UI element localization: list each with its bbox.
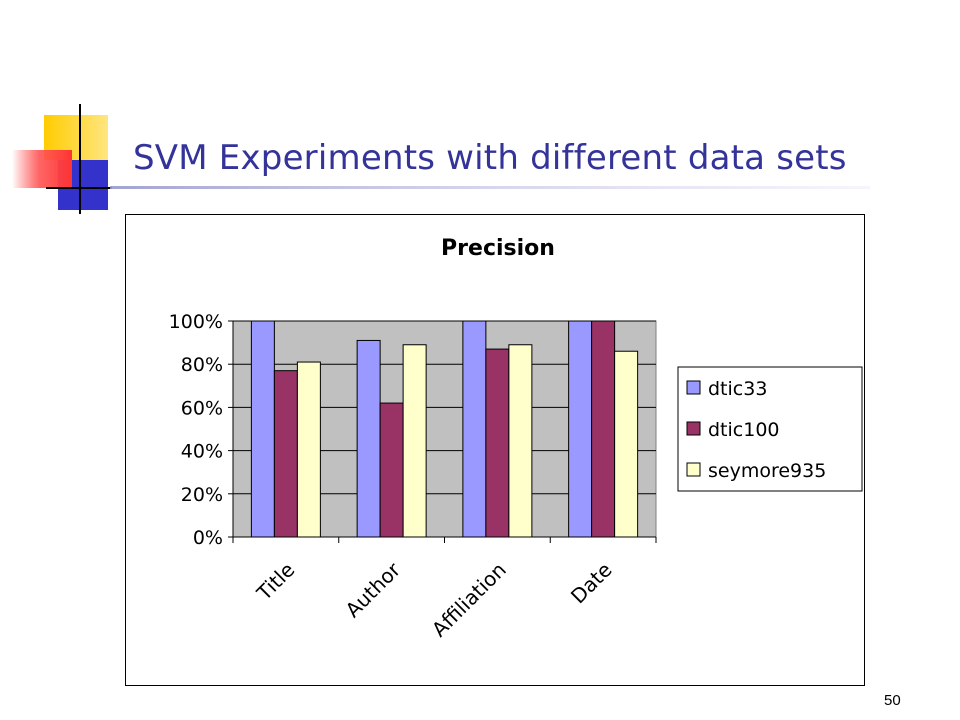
legend-swatch-dtic33: [686, 380, 701, 395]
precision-bar-chart: Precision 0% 20% 40% 60% 80% 100% Title Author A…: [169, 236, 863, 642]
slide-title: SVM Experiments with different data sets: [133, 138, 847, 178]
chart-title: Precision: [441, 236, 555, 261]
y-tick-label: 100%: [169, 311, 223, 333]
bar-dtic33-date: [568, 320, 593, 538]
x-category-label: Date: [566, 558, 617, 609]
title-underline: [110, 186, 870, 189]
bar-dtic100-affiliation: [485, 348, 510, 538]
legend-label-dtic33: dtic33: [708, 378, 767, 400]
bar-dtic100-title: [273, 370, 298, 538]
bar-dtic33-author: [356, 339, 381, 538]
plot-area: 0% 20% 40% 60% 80% 100% Title Author Affiliation…: [169, 311, 657, 642]
legend-label-dtic100: dtic100: [708, 419, 780, 441]
chart-frame: Precision 0% 20% 40% 60% 80% 100% Title Author A…: [125, 214, 865, 686]
bar-dtic33-affiliation: [462, 320, 487, 538]
legend-label-seymore935: seymore935: [708, 460, 826, 482]
bar-seymore935-title: [296, 361, 321, 538]
bar-seymore935-affiliation: [508, 344, 533, 538]
y-tick-label: 60%: [181, 397, 223, 419]
y-tick-label: 80%: [181, 354, 223, 376]
slide-number: 50: [884, 692, 901, 709]
legend-swatch-seymore935: [686, 462, 701, 477]
legend-box: [677, 366, 863, 492]
bar-dtic100-author: [379, 402, 404, 538]
bar-dtic33-title: [250, 320, 275, 538]
x-category-label: Title: [251, 558, 299, 606]
x-category-label: Affiliation: [427, 558, 511, 642]
y-tick-label: 0%: [193, 527, 223, 549]
y-tick-label: 40%: [181, 441, 223, 463]
red-square-decoration: [12, 150, 72, 188]
x-category-label: Author: [341, 557, 406, 622]
bar-dtic100-date: [591, 320, 616, 538]
bar-seymore935-author: [402, 344, 427, 538]
chart-legend: dtic33 dtic100 seymore935: [677, 366, 863, 492]
y-tick-label: 20%: [181, 484, 223, 506]
legend-swatch-dtic100: [686, 421, 701, 436]
bar-seymore935-date: [614, 350, 639, 538]
